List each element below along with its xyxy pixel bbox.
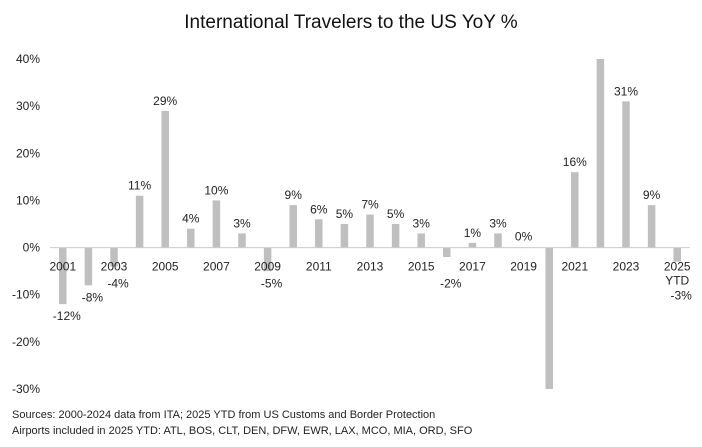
data-label: 3% bbox=[413, 216, 431, 230]
data-label: 11% bbox=[128, 179, 151, 193]
bar bbox=[494, 233, 502, 248]
x-tick-label: 2023 bbox=[613, 260, 640, 274]
bar bbox=[59, 247, 67, 305]
bar bbox=[212, 200, 221, 248]
y-tick-label: -30% bbox=[12, 382, 40, 396]
data-label: -12% bbox=[53, 309, 81, 323]
bar bbox=[417, 233, 425, 248]
bar bbox=[571, 172, 579, 248]
source-note: Sources: 2000-2024 data from ITA; 2025 Y… bbox=[12, 409, 436, 421]
data-label: 5% bbox=[336, 207, 354, 221]
x-tick-label: 2017 bbox=[459, 260, 486, 274]
bar bbox=[315, 219, 323, 248]
x-tick-label: 2003 bbox=[101, 260, 128, 274]
data-label: 4% bbox=[182, 212, 200, 226]
y-tick-label: 0% bbox=[23, 241, 41, 255]
data-label: 3% bbox=[489, 216, 507, 230]
x-axis-tick-labels: 2001 2003 2005 2007 2009 2011 2013 2015 2017 2019… bbox=[49, 260, 690, 288]
data-label: 9% bbox=[285, 188, 303, 202]
y-tick-label: 30% bbox=[16, 99, 40, 113]
bar bbox=[391, 224, 400, 248]
bar bbox=[673, 247, 681, 262]
x-tick-label: 2021 bbox=[561, 260, 588, 274]
y-tick-label: -10% bbox=[12, 288, 40, 302]
data-label: 10% bbox=[204, 183, 228, 197]
x-tick-label: 2019 bbox=[510, 260, 537, 274]
x-tick-label: 2007 bbox=[203, 260, 230, 274]
bar bbox=[622, 101, 630, 248]
bars bbox=[59, 59, 681, 389]
bar bbox=[135, 195, 144, 248]
data-label: -8% bbox=[82, 290, 104, 304]
y-axis-tick-labels: -30% -20% -10% 0% 10% 20% 30% 40% bbox=[12, 52, 40, 396]
airports-note: Airports included in 2025 YTD: ATL, BOS,… bbox=[12, 425, 473, 437]
y-tick-label: 40% bbox=[16, 52, 40, 66]
x-tick-label: 2009 bbox=[254, 260, 281, 274]
data-label: 7% bbox=[361, 198, 379, 212]
x-tick-label: 2011 bbox=[306, 260, 332, 274]
x-tick-label: 2025 YTD bbox=[664, 260, 691, 288]
x-tick-label: 2005 bbox=[152, 260, 179, 274]
data-label: 3% bbox=[233, 216, 251, 230]
data-labels: -12%-8%-4% 11% 29% 4% 10% 3% -5% 9% 6% 5% 7% 5% 3% -2… bbox=[53, 84, 692, 323]
x-tick-label: 2001 bbox=[49, 260, 76, 274]
data-label: 6% bbox=[310, 202, 328, 216]
data-label: -4% bbox=[107, 277, 129, 291]
data-label: -2% bbox=[440, 277, 462, 291]
bar bbox=[596, 59, 605, 248]
bar bbox=[366, 214, 374, 248]
bar bbox=[340, 224, 349, 248]
y-tick-label: 20% bbox=[16, 146, 40, 160]
data-label: 0% bbox=[515, 230, 533, 244]
bar bbox=[545, 247, 553, 389]
x-tick-label: 2013 bbox=[357, 260, 384, 274]
y-tick-label: 10% bbox=[16, 193, 40, 207]
bar bbox=[84, 247, 93, 286]
bar bbox=[468, 242, 477, 248]
bar bbox=[289, 205, 297, 248]
chart-title: International Travelers to the US YoY % bbox=[184, 12, 518, 33]
bar bbox=[161, 110, 169, 248]
data-label: 31% bbox=[614, 84, 638, 98]
bar bbox=[187, 228, 195, 248]
bar bbox=[238, 233, 246, 248]
y-tick-label: -20% bbox=[12, 335, 40, 349]
data-label: 29% bbox=[153, 94, 177, 108]
bar bbox=[647, 205, 656, 248]
data-label: 9% bbox=[643, 188, 661, 202]
data-label: 5% bbox=[387, 207, 405, 221]
x-tick-label: 2015 bbox=[408, 260, 435, 274]
bar bbox=[110, 247, 118, 267]
data-label: 1% bbox=[464, 226, 482, 240]
data-label: 16% bbox=[563, 155, 587, 169]
bar bbox=[443, 247, 451, 257]
data-label: -3% bbox=[671, 289, 693, 303]
bar bbox=[263, 247, 272, 272]
data-label: -5% bbox=[261, 277, 283, 291]
